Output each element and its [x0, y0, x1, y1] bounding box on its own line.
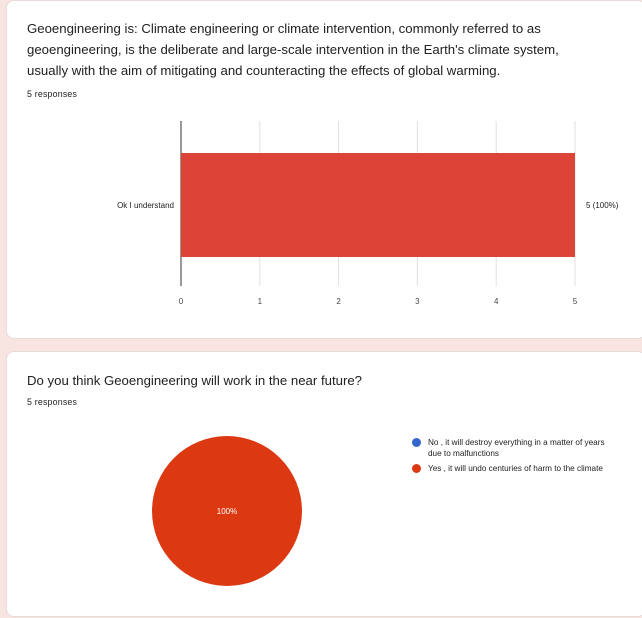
question-title: Do you think Geoengineering will work in…	[27, 373, 363, 388]
pie-legend: No , it will destroy everything in a mat…	[412, 437, 612, 478]
x-tick-label: 4	[494, 297, 499, 306]
bar-chart: Ok I understand 5 (100%) 0 1 2 3 4 5	[117, 121, 619, 306]
x-tick-label: 5	[573, 297, 578, 306]
legend-item-yes[interactable]: Yes , it will undo centuries of harm to …	[412, 463, 612, 474]
bar-ok-i-understand	[181, 153, 575, 257]
legend-label: Yes , it will undo centuries of harm to …	[428, 464, 603, 473]
pie-slice-yes	[152, 436, 302, 586]
response-count: 5 responses	[27, 397, 78, 407]
x-tick-label: 1	[258, 297, 263, 306]
legend-dot-blue-icon	[412, 438, 421, 447]
legend-label: No , it will destroy everything in a mat…	[428, 438, 605, 458]
question-card-near-future: Do you think Geoengineering will work in…	[6, 351, 642, 617]
x-tick-label: 0	[179, 297, 184, 306]
legend-item-no[interactable]: No , it will destroy everything in a mat…	[412, 437, 612, 459]
legend-dot-red-icon	[412, 464, 421, 473]
bar-data-label: 5 (100%)	[586, 201, 619, 210]
pie-chart: 100%	[152, 436, 302, 586]
response-count: 5 responses	[27, 89, 78, 99]
bar-category-label: Ok I understand	[117, 201, 174, 210]
question-title: Geoengineering is: Climate engineering o…	[27, 21, 559, 78]
x-tick-label: 3	[415, 297, 420, 306]
pie-slice-label: 100%	[217, 507, 237, 516]
x-tick-label: 2	[336, 297, 341, 306]
question-card-geoengineering: Geoengineering is: Climate engineering o…	[6, 0, 642, 339]
